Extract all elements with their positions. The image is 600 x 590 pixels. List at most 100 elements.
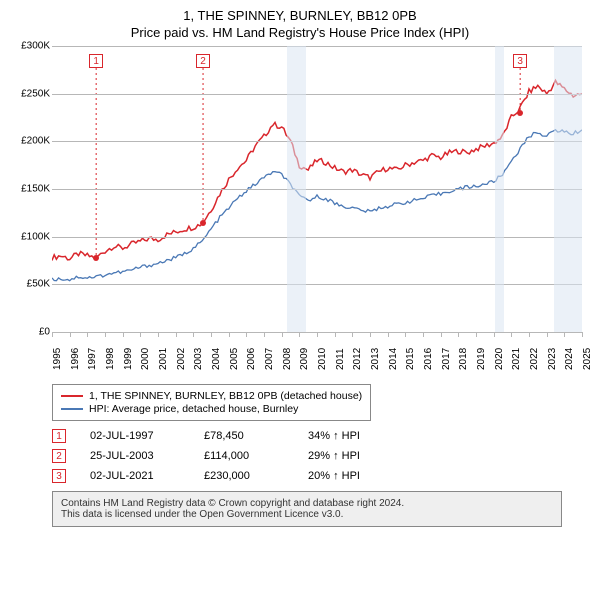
legend-swatch: [61, 395, 83, 397]
x-axis-label: 2023: [547, 348, 557, 370]
sale-date: 25-JUL-2003: [90, 450, 180, 462]
x-tick: [211, 332, 212, 337]
footer-attribution: Contains HM Land Registry data © Crown c…: [52, 491, 562, 527]
y-axis-label: £250K: [10, 88, 50, 99]
y-axis-label: £0: [10, 327, 50, 338]
x-tick: [582, 332, 583, 337]
sale-pct-vs-hpi: 29% ↑ HPI: [308, 450, 388, 462]
x-tick: [176, 332, 177, 337]
sale-pct-vs-hpi: 34% ↑ HPI: [308, 430, 388, 442]
x-tick: [52, 332, 53, 337]
x-axis-label: 2014: [388, 348, 398, 370]
x-axis-label: 2004: [211, 348, 221, 370]
x-axis-label: 1996: [70, 348, 80, 370]
sale-row: 3 02-JUL-2021 £230,000 20% ↑ HPI: [52, 469, 590, 483]
x-axis-label: 2016: [423, 348, 433, 370]
chart-container: 1, THE SPINNEY, BURNLEY, BB12 0PB Price …: [0, 0, 600, 535]
x-tick: [352, 332, 353, 337]
x-axis-label: 2013: [370, 348, 380, 370]
x-tick: [388, 332, 389, 337]
legend: 1, THE SPINNEY, BURNLEY, BB12 0PB (detac…: [52, 384, 371, 421]
sale-row: 1 02-JUL-1997 £78,450 34% ↑ HPI: [52, 429, 590, 443]
legend-row: HPI: Average price, detached house, Burn…: [61, 403, 362, 415]
title-block: 1, THE SPINNEY, BURNLEY, BB12 0PB Price …: [10, 8, 590, 40]
x-tick: [282, 332, 283, 337]
x-axis-label: 2002: [176, 348, 186, 370]
x-axis-label: 2024: [564, 348, 574, 370]
footer-line1: Contains HM Land Registry data © Crown c…: [61, 498, 553, 509]
x-axis-label: 2020: [494, 348, 504, 370]
x-axis-label: 2008: [282, 348, 292, 370]
x-axis-label: 2001: [158, 348, 168, 370]
x-tick: [547, 332, 548, 337]
y-axis-label: £300K: [10, 41, 50, 52]
x-tick: [317, 332, 318, 337]
legend-row: 1, THE SPINNEY, BURNLEY, BB12 0PB (detac…: [61, 390, 362, 402]
x-tick: [246, 332, 247, 337]
sale-row: 2 25-JUL-2003 £114,000 29% ↑ HPI: [52, 449, 590, 463]
x-tick: [299, 332, 300, 337]
recession-band: [287, 46, 306, 332]
sale-marker-dot: [93, 255, 99, 261]
sale-price: £230,000: [204, 470, 284, 482]
x-axis-label: 2006: [246, 348, 256, 370]
x-tick: [494, 332, 495, 337]
y-axis-label: £200K: [10, 136, 50, 147]
y-axis-label: £150K: [10, 184, 50, 195]
legend-label: HPI: Average price, detached house, Burn…: [89, 403, 298, 415]
x-axis-label: 2012: [352, 348, 362, 370]
x-axis-label: 2018: [458, 348, 468, 370]
x-tick: [529, 332, 530, 337]
x-axis-label: 2017: [441, 348, 451, 370]
x-tick: [70, 332, 71, 337]
x-axis-label: 1999: [123, 348, 133, 370]
x-tick: [229, 332, 230, 337]
x-tick: [370, 332, 371, 337]
sale-marker-dot: [517, 110, 523, 116]
x-axis-label: 2022: [529, 348, 539, 370]
x-tick: [405, 332, 406, 337]
sale-date: 02-JUL-1997: [90, 430, 180, 442]
x-axis-label: 2000: [140, 348, 150, 370]
sale-price: £114,000: [204, 450, 284, 462]
footer-line2: This data is licensed under the Open Gov…: [61, 509, 553, 520]
x-axis-label: 2011: [335, 348, 345, 370]
x-axis-label: 2019: [476, 348, 486, 370]
sale-price: £78,450: [204, 430, 284, 442]
x-axis-label: 2003: [193, 348, 203, 370]
sale-date: 02-JUL-2021: [90, 470, 180, 482]
y-axis-label: £50K: [10, 279, 50, 290]
legend-label: 1, THE SPINNEY, BURNLEY, BB12 0PB (detac…: [89, 390, 362, 402]
recession-band: [554, 46, 582, 332]
x-tick: [476, 332, 477, 337]
x-axis-label: 2005: [229, 348, 239, 370]
sale-marker-box: 3: [513, 54, 527, 68]
x-tick: [511, 332, 512, 337]
sales-table: 1 02-JUL-1997 £78,450 34% ↑ HPI 2 25-JUL-2003…: [52, 429, 590, 483]
x-axis-label: 2015: [405, 348, 415, 370]
x-tick: [423, 332, 424, 337]
sale-marker-box: 1: [89, 54, 103, 68]
x-tick: [105, 332, 106, 337]
x-tick: [87, 332, 88, 337]
chart-area: £0£50K£100K£150K£200K£250K£300K199519961…: [10, 46, 588, 376]
x-tick: [335, 332, 336, 337]
x-axis-label: 2009: [299, 348, 309, 370]
sale-pct-vs-hpi: 20% ↑ HPI: [308, 470, 388, 482]
x-axis-label: 2021: [511, 348, 521, 370]
title-subtitle: Price paid vs. HM Land Registry's House …: [10, 25, 590, 40]
sale-row-marker: 2: [52, 449, 66, 463]
x-tick: [458, 332, 459, 337]
x-tick: [564, 332, 565, 337]
title-address: 1, THE SPINNEY, BURNLEY, BB12 0PB: [10, 8, 590, 23]
x-axis-label: 2007: [264, 348, 274, 370]
x-tick: [140, 332, 141, 337]
x-tick: [441, 332, 442, 337]
x-tick: [264, 332, 265, 337]
legend-swatch: [61, 408, 83, 410]
recession-band: [495, 46, 504, 332]
x-axis-label: 2025: [582, 348, 592, 370]
sale-row-marker: 3: [52, 469, 66, 483]
sale-row-marker: 1: [52, 429, 66, 443]
y-axis-label: £100K: [10, 231, 50, 242]
